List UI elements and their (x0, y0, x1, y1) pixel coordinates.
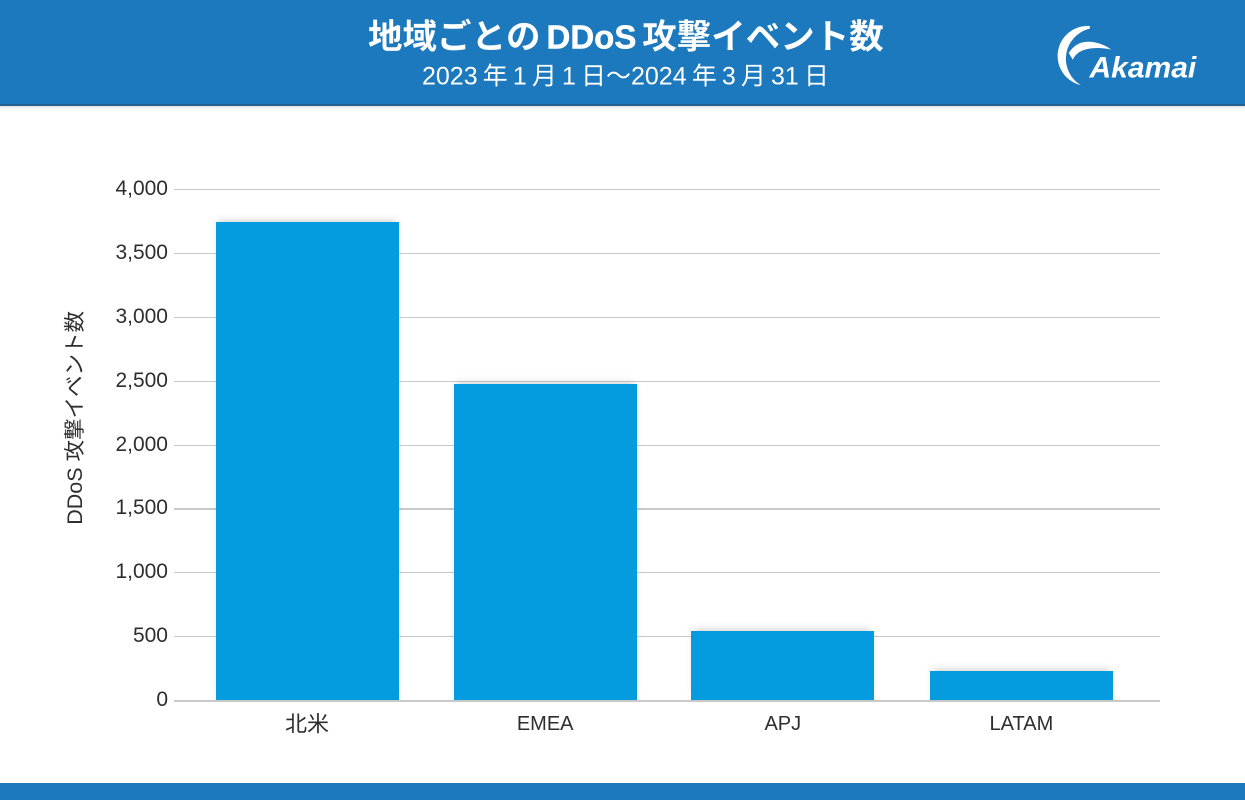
svg-text:Akamai: Akamai (1088, 51, 1196, 84)
svg-text:DDoS: DDoS (63, 467, 87, 524)
svg-text:DDoS: DDoS (546, 19, 636, 56)
svg-text:2024: 2024 (631, 63, 687, 91)
svg-text:31: 31 (771, 63, 799, 91)
svg-text:1: 1 (562, 63, 576, 91)
svg-text:3: 3 (722, 63, 736, 91)
svg-text:1: 1 (513, 63, 527, 91)
svg-text:2023: 2023 (422, 63, 478, 91)
